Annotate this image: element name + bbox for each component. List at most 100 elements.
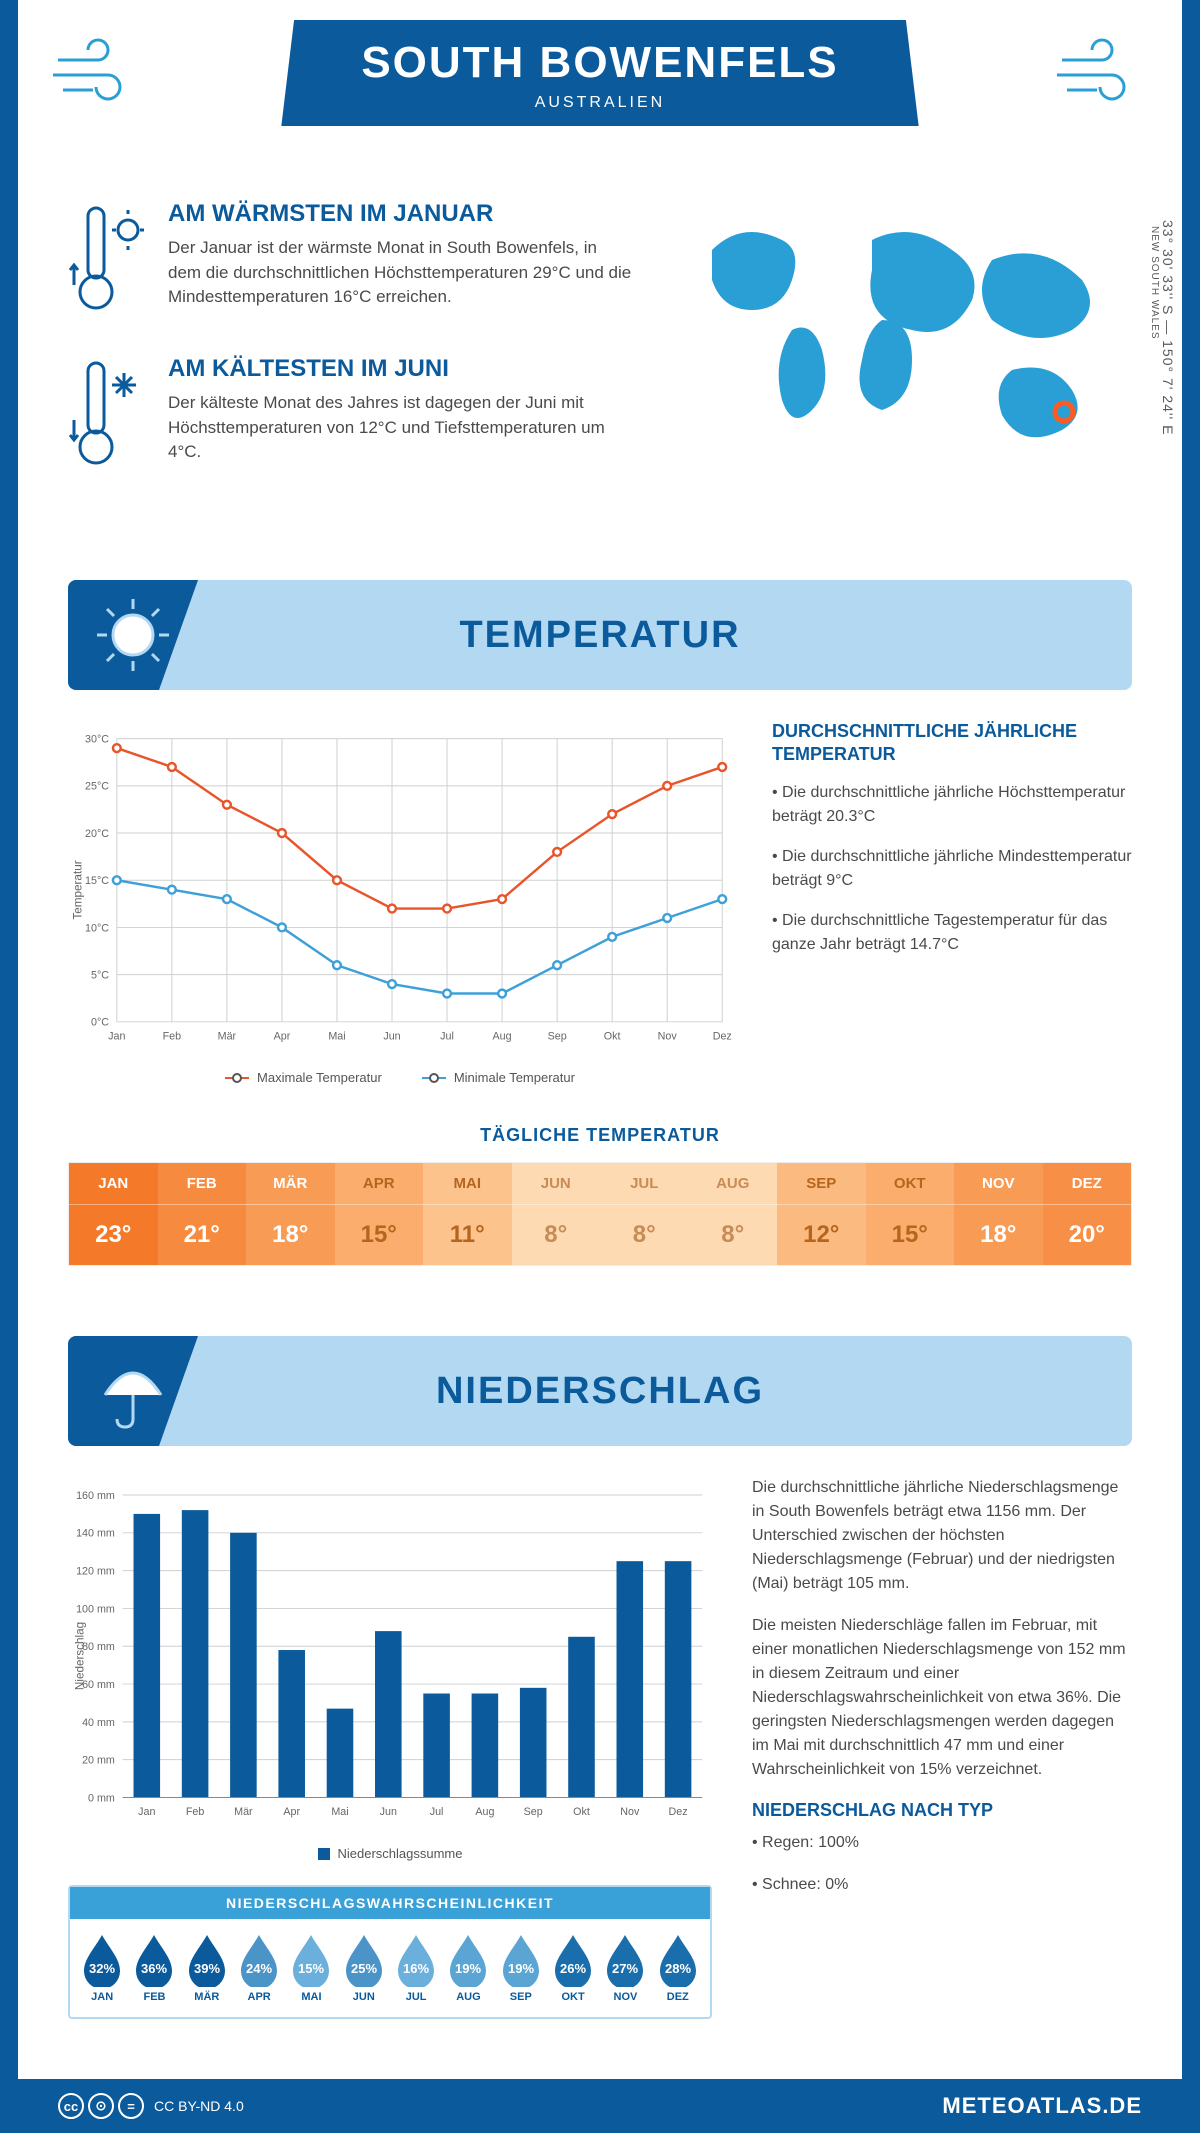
coldest-text: Der kälteste Monat des Jahres ist dagege… <box>168 391 632 465</box>
bar-legend: Niederschlagssumme <box>68 1846 712 1861</box>
svg-text:10°C: 10°C <box>85 922 109 934</box>
chart-legend: Maximale Temperatur Minimale Temperatur <box>68 1070 732 1085</box>
temp-cell: JUL8° <box>600 1163 689 1265</box>
temperature-banner: TEMPERATUR <box>68 580 1132 690</box>
section-title-precip: NIEDERSCHLAG <box>436 1370 764 1413</box>
coldest-title: AM KÄLTESTEN IM JUNI <box>168 355 632 383</box>
probability-drop: 24%APR <box>237 1931 281 2003</box>
precipitation-bar-chart: 0 mm20 mm40 mm60 mm80 mm100 mm120 mm140 … <box>68 1476 712 1836</box>
warmest-title: AM WÄRMSTEN IM JANUAR <box>168 200 632 228</box>
temp-cell: OKT15° <box>866 1163 955 1265</box>
temp-cell: DEZ20° <box>1043 1163 1132 1265</box>
temp-cell: JAN23° <box>69 1163 158 1265</box>
wind-icon <box>48 30 148 115</box>
svg-text:25°C: 25°C <box>85 781 109 793</box>
sun-icon <box>68 580 198 690</box>
header: SOUTH BOWENFELS AUSTRALIEN <box>18 0 1182 180</box>
svg-text:160 mm: 160 mm <box>76 1490 115 1502</box>
cc-icon: cc⊙= <box>58 2093 144 2119</box>
svg-text:140 mm: 140 mm <box>76 1528 115 1540</box>
thermometer-cold-icon <box>68 355 148 480</box>
svg-text:5°C: 5°C <box>91 970 109 982</box>
svg-text:Aug: Aug <box>493 1030 512 1042</box>
temp-cell: APR15° <box>335 1163 424 1265</box>
svg-text:20°C: 20°C <box>85 828 109 840</box>
svg-text:40 mm: 40 mm <box>82 1717 115 1729</box>
svg-text:Apr: Apr <box>283 1806 300 1818</box>
precipitation-banner: NIEDERSCHLAG <box>68 1336 1132 1446</box>
svg-text:19%: 19% <box>455 1961 481 1976</box>
world-map: 33° 30' 33'' S — 150° 7' 24'' E NEW SOUT… <box>672 200 1132 510</box>
svg-text:Okt: Okt <box>573 1806 590 1818</box>
svg-text:36%: 36% <box>141 1961 167 1976</box>
daily-temp-title: TÄGLICHE TEMPERATUR <box>68 1125 1132 1146</box>
coldest-block: AM KÄLTESTEN IM JUNI Der kälteste Monat … <box>68 355 632 480</box>
wind-icon <box>1052 30 1152 115</box>
svg-text:Jan: Jan <box>138 1806 155 1818</box>
temp-cell: MAI11° <box>423 1163 512 1265</box>
thermometer-hot-icon <box>68 200 148 325</box>
svg-text:20 mm: 20 mm <box>82 1755 115 1767</box>
svg-text:19%: 19% <box>508 1961 534 1976</box>
svg-text:27%: 27% <box>612 1961 638 1976</box>
svg-text:100 mm: 100 mm <box>76 1603 115 1615</box>
temp-cell: SEP12° <box>777 1163 866 1265</box>
svg-text:Apr: Apr <box>274 1030 291 1042</box>
page-title: SOUTH BOWENFELS <box>361 38 838 88</box>
svg-text:Okt: Okt <box>604 1030 621 1042</box>
svg-text:Sep: Sep <box>524 1806 543 1818</box>
svg-text:26%: 26% <box>560 1961 586 1976</box>
probability-drop: 28%DEZ <box>656 1931 700 2003</box>
svg-text:15%: 15% <box>298 1961 324 1976</box>
svg-text:Mai: Mai <box>328 1030 345 1042</box>
intro-section: AM WÄRMSTEN IM JANUAR Der Januar ist der… <box>18 180 1182 530</box>
site-name: METEOATLAS.DE <box>942 2093 1142 2119</box>
svg-text:Jun: Jun <box>383 1030 400 1042</box>
temperature-line-chart: 0°C5°C10°C15°C20°C25°C30°CJanFebMärAprMa… <box>68 720 732 1085</box>
temp-cell: JUN8° <box>512 1163 601 1265</box>
svg-text:Feb: Feb <box>186 1806 205 1818</box>
umbrella-icon <box>68 1336 198 1446</box>
probability-drop: 19%AUG <box>446 1931 490 2003</box>
probability-drop: 36%FEB <box>132 1931 176 2003</box>
svg-text:16%: 16% <box>403 1961 429 1976</box>
title-block: SOUTH BOWENFELS AUSTRALIEN <box>281 20 918 126</box>
svg-text:0°C: 0°C <box>91 1017 109 1029</box>
svg-text:Aug: Aug <box>475 1806 494 1818</box>
temp-cell: AUG8° <box>689 1163 778 1265</box>
svg-text:Nov: Nov <box>620 1806 640 1818</box>
temp-cell: NOV18° <box>954 1163 1043 1265</box>
svg-text:30°C: 30°C <box>85 734 109 746</box>
svg-text:24%: 24% <box>246 1961 272 1976</box>
svg-text:Mär: Mär <box>234 1806 253 1818</box>
probability-drop: 15%MAI <box>289 1931 333 2003</box>
svg-text:Nov: Nov <box>658 1030 678 1042</box>
temp-cell: MÄR18° <box>246 1163 335 1265</box>
warmest-text: Der Januar ist der wärmste Monat in Sout… <box>168 236 632 310</box>
probability-drop: 25%JUN <box>342 1931 386 2003</box>
svg-text:28%: 28% <box>665 1961 691 1976</box>
svg-text:Jul: Jul <box>430 1806 444 1818</box>
svg-text:25%: 25% <box>351 1961 377 1976</box>
probability-drop: 19%SEP <box>499 1931 543 2003</box>
svg-text:Temperatur: Temperatur <box>72 860 85 919</box>
svg-text:Mär: Mär <box>218 1030 237 1042</box>
probability-drop: 32%JAN <box>80 1931 124 2003</box>
svg-text:39%: 39% <box>194 1961 220 1976</box>
temp-cell: FEB21° <box>158 1163 247 1265</box>
svg-text:Sep: Sep <box>548 1030 567 1042</box>
footer: cc⊙= CC BY-ND 4.0 METEOATLAS.DE <box>18 2079 1182 2133</box>
precipitation-probability: NIEDERSCHLAGSWAHRSCHEINLICHKEIT 32%JAN36… <box>68 1885 712 2019</box>
svg-text:60 mm: 60 mm <box>82 1679 115 1691</box>
license-label: CC BY-ND 4.0 <box>154 2098 244 2114</box>
daily-temp-table: JAN23°FEB21°MÄR18°APR15°MAI11°JUN8°JUL8°… <box>68 1162 1132 1266</box>
section-title-temp: TEMPERATUR <box>459 614 740 657</box>
svg-text:32%: 32% <box>89 1961 115 1976</box>
svg-text:Jul: Jul <box>440 1030 454 1042</box>
svg-text:Feb: Feb <box>163 1030 182 1042</box>
probability-drop: 26%OKT <box>551 1931 595 2003</box>
coordinates: 33° 30' 33'' S — 150° 7' 24'' E NEW SOUT… <box>1149 220 1176 435</box>
svg-text:80 mm: 80 mm <box>82 1641 115 1653</box>
probability-drop: 16%JUL <box>394 1931 438 2003</box>
country-label: AUSTRALIEN <box>361 94 838 112</box>
